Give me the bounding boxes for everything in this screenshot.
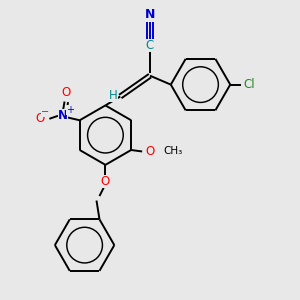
Text: N: N: [58, 109, 68, 122]
Text: CH₃: CH₃: [164, 146, 183, 157]
Text: N: N: [145, 8, 155, 21]
Text: O: O: [101, 175, 110, 188]
Text: O: O: [62, 85, 71, 98]
Text: O: O: [145, 145, 154, 158]
Text: O: O: [35, 112, 44, 125]
Text: C: C: [146, 40, 154, 52]
Text: +: +: [66, 106, 74, 116]
Text: −: −: [41, 107, 50, 117]
Text: Cl: Cl: [244, 78, 255, 91]
Text: H: H: [110, 88, 118, 101]
